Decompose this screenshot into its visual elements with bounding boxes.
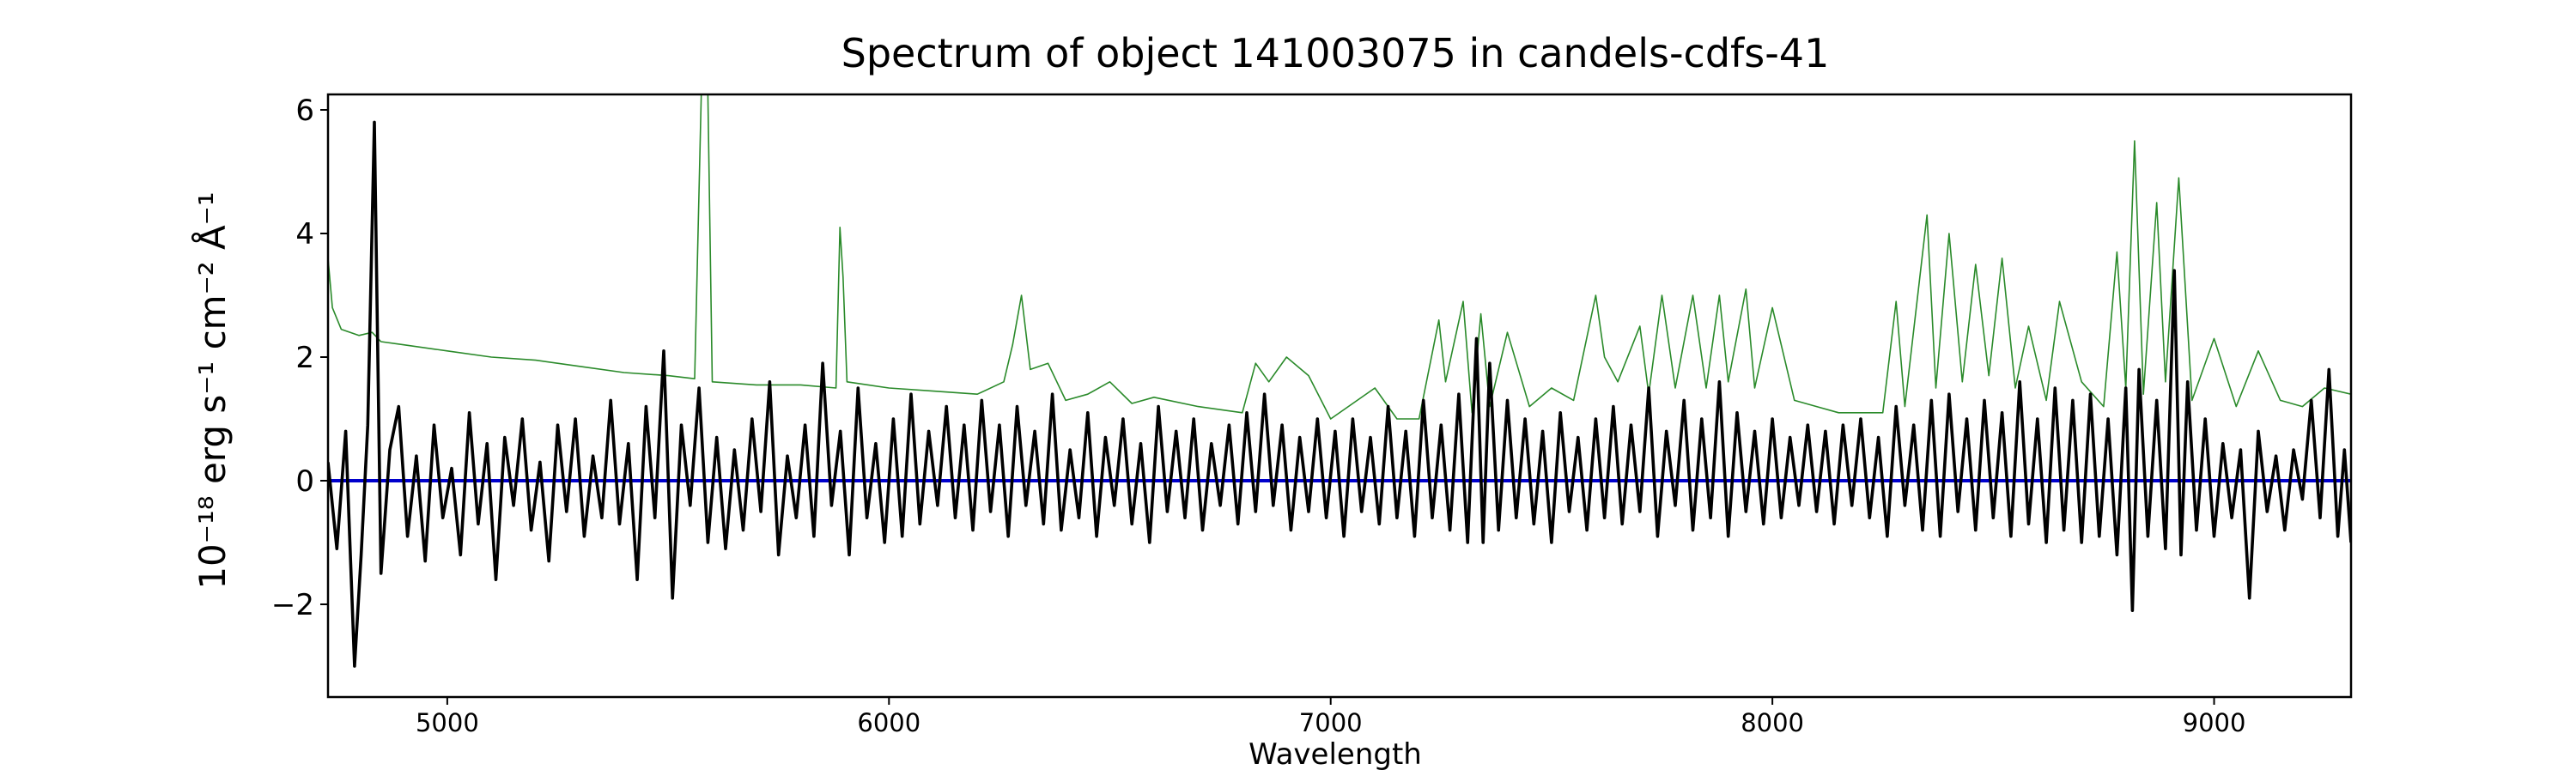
y-axis-label: 10⁻¹⁸ erg s⁻¹ cm⁻² Å⁻¹ [191, 191, 234, 589]
chart-title: Spectrum of object 141003075 in candels-… [841, 30, 1830, 76]
x-axis: 5000 6000 7000 8000 9000 [416, 697, 2245, 737]
series-line-flux [328, 120, 2351, 668]
x-tick-label: 7000 [1299, 708, 1363, 737]
plot-frame [326, 93, 2353, 699]
x-tick-label: 6000 [857, 708, 920, 737]
series-group [328, 94, 2351, 668]
y-tick-label: 4 [295, 217, 314, 252]
y-axis: −2 0 2 4 6 [271, 94, 328, 622]
y-tick-label: −2 [271, 588, 314, 622]
x-tick-label: 9000 [2183, 708, 2246, 737]
y-tick-label: 0 [295, 464, 314, 499]
y-tick-label: 6 [295, 94, 314, 128]
x-tick-label: 8000 [1741, 708, 1804, 737]
x-tick-label: 5000 [416, 708, 479, 737]
x-axis-label: Wavelength [1249, 737, 1422, 772]
y-tick-label: 2 [295, 341, 314, 375]
